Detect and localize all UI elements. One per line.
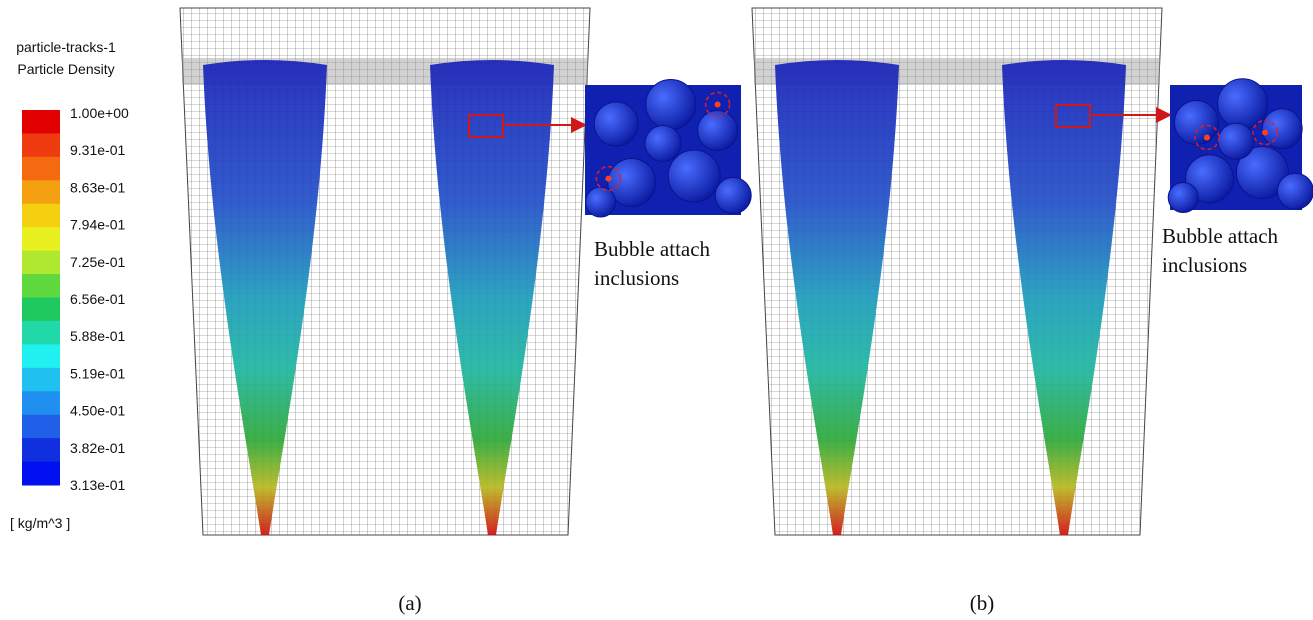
colorbar-band	[22, 320, 60, 345]
annotation: Bubble attach	[594, 237, 711, 261]
colorbar-tick-label: 9.31e-01	[70, 142, 125, 158]
bubble	[645, 79, 697, 130]
inclusion	[605, 175, 612, 182]
colorbar-band	[22, 367, 60, 392]
colorbar-tick-label: 7.94e-01	[70, 217, 125, 233]
particle-plume	[775, 60, 899, 535]
colorbar-band	[22, 274, 60, 298]
colorbar-band	[22, 227, 60, 252]
colorbar-band	[22, 133, 60, 158]
bubble	[607, 158, 657, 207]
colorbar-band	[22, 438, 60, 463]
bubble	[697, 110, 739, 151]
colorbar-tick-label: 6.56e-01	[70, 291, 125, 307]
colorbar-band	[22, 391, 60, 416]
particle-plume	[1002, 60, 1126, 535]
inclusion-ring	[704, 91, 731, 118]
legend-title: Particle Density	[17, 61, 114, 77]
colorbar-band	[22, 414, 60, 439]
colorbar-tick-label: 3.82e-01	[70, 440, 125, 456]
annotation: inclusions	[1162, 253, 1247, 277]
bubble	[714, 177, 752, 214]
colorbar-band	[22, 344, 60, 369]
bubble	[1235, 146, 1289, 199]
colorbar: 1.00e+00 9.31e-01 8.63e-01 7.94e-01 7.25e-01…	[22, 105, 129, 493]
panel-label: (b)	[970, 591, 995, 615]
highlight-box	[1055, 104, 1091, 128]
colorbar-tick-label: 7.25e-01	[70, 254, 125, 270]
colorbar-tick-label: 4.50e-01	[70, 403, 125, 419]
bubble	[585, 186, 617, 218]
bubble	[644, 125, 682, 162]
inclusion-ring	[1252, 119, 1278, 146]
inclusion	[714, 101, 721, 108]
colorbar-tick-label: 8.63e-01	[70, 179, 125, 195]
colorbar-tick-label: 5.88e-01	[70, 328, 125, 344]
bubble	[593, 101, 639, 147]
legend-title: particle-tracks-1	[16, 39, 116, 55]
colorbar-band	[22, 297, 60, 322]
bubble	[1276, 172, 1313, 210]
colorbar-tick-label: 1.00e+00	[70, 105, 129, 121]
particle-plume	[430, 60, 554, 535]
bubble	[1173, 100, 1219, 145]
colorbar-band	[22, 203, 60, 228]
colorbar-band	[22, 461, 60, 486]
colorbar-band	[22, 156, 60, 181]
inclusion	[1203, 134, 1210, 141]
bubble	[1217, 122, 1255, 160]
bubble	[667, 149, 721, 203]
colorbar-tick-label: 3.13e-01	[70, 477, 125, 493]
bubble	[1185, 154, 1235, 204]
inclusion-ring	[1194, 124, 1220, 151]
panel: Bubble attach inclusions (a)	[179, 7, 752, 615]
annotation: inclusions	[594, 266, 679, 290]
particle-plume	[203, 60, 327, 535]
colorbar-band	[22, 250, 60, 275]
inclusion	[1262, 129, 1269, 136]
inclusion-ring	[595, 165, 622, 192]
colorbar-tick-label: 5.19e-01	[70, 365, 125, 381]
highlight-box	[468, 114, 504, 138]
colorbar-band	[22, 180, 60, 205]
legend-unit: [ kg/m^3 ]	[10, 515, 70, 531]
panel: Bubble attach inclusions (b)	[751, 7, 1313, 615]
bubble	[1261, 108, 1303, 150]
annotation: Bubble attach	[1162, 224, 1279, 248]
bubble	[1167, 182, 1199, 213]
panel-label: (a)	[398, 591, 421, 615]
colorbar-band	[22, 110, 60, 134]
